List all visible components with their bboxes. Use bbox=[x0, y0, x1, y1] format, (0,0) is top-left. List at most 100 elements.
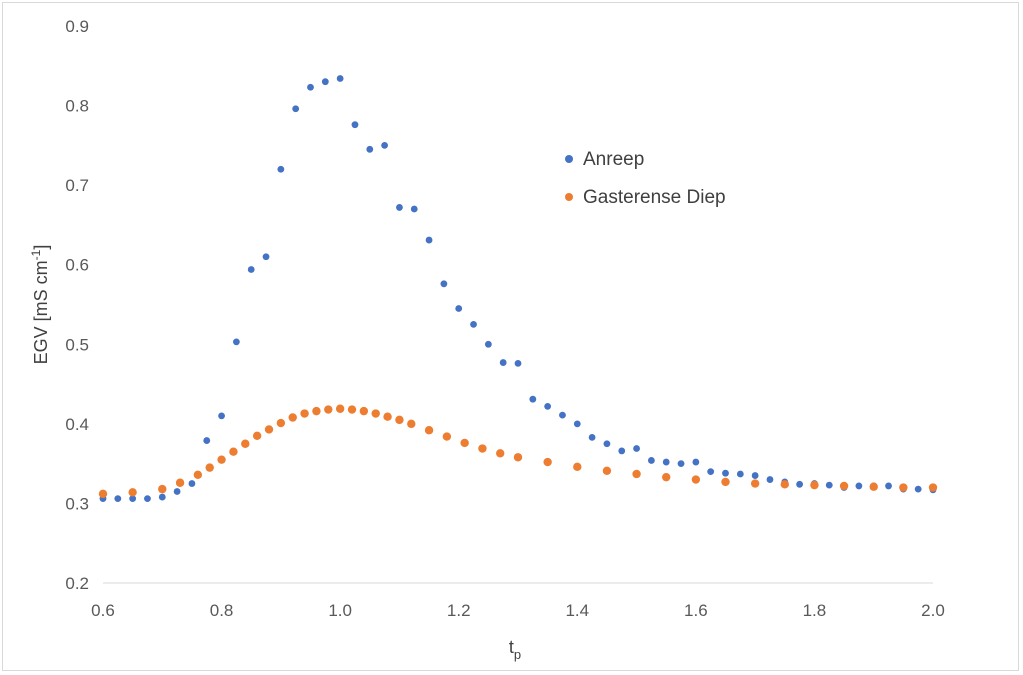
y-tick-label: 0.4 bbox=[65, 415, 89, 434]
data-point bbox=[839, 481, 849, 491]
data-point bbox=[810, 480, 819, 490]
data-point bbox=[241, 439, 250, 448]
data-point bbox=[573, 420, 581, 428]
legend-marker bbox=[565, 155, 573, 163]
data-point bbox=[359, 406, 369, 416]
data-point bbox=[218, 412, 225, 420]
data-point bbox=[766, 476, 774, 483]
data-point bbox=[869, 482, 878, 491]
x-tick-label: 1.4 bbox=[565, 601, 589, 620]
data-point bbox=[780, 480, 789, 489]
data-point bbox=[193, 470, 203, 479]
data-point bbox=[496, 449, 505, 458]
data-point bbox=[750, 479, 760, 488]
data-point bbox=[691, 475, 701, 484]
data-point bbox=[410, 205, 418, 213]
data-point bbox=[455, 305, 463, 312]
series-layer bbox=[98, 75, 938, 503]
data-point bbox=[692, 458, 700, 466]
data-point bbox=[677, 460, 685, 468]
y-axis-title: EGV [mS cm-1] bbox=[29, 245, 51, 365]
data-point bbox=[603, 440, 611, 448]
series-0 bbox=[99, 75, 937, 503]
data-point bbox=[188, 480, 196, 487]
data-point bbox=[336, 75, 344, 82]
data-point bbox=[618, 447, 626, 455]
data-point bbox=[114, 495, 122, 503]
data-point bbox=[442, 432, 452, 441]
data-point bbox=[307, 83, 314, 91]
data-point bbox=[276, 418, 286, 428]
data-point bbox=[885, 482, 892, 490]
data-point bbox=[351, 121, 359, 129]
axis-layer: 0.2 0.3 0.4 0.5 0.6 0.7 0.8 0.9 0.6 0.8 1.0 1.2 1.4 1… bbox=[65, 17, 944, 620]
data-point bbox=[484, 340, 492, 348]
series-1 bbox=[98, 404, 938, 499]
y-axis-title-tail: ] bbox=[31, 245, 51, 250]
data-point bbox=[175, 478, 185, 487]
data-point bbox=[478, 444, 487, 453]
data-point bbox=[928, 483, 938, 492]
data-point bbox=[424, 426, 434, 435]
data-point bbox=[396, 204, 403, 211]
data-point bbox=[217, 455, 226, 464]
data-point bbox=[722, 469, 729, 477]
data-point bbox=[335, 404, 345, 413]
data-point bbox=[573, 462, 582, 472]
y-tick-label: 0.9 bbox=[65, 17, 89, 36]
axis-titles: tp EGV [mS cm-1] bbox=[29, 245, 521, 662]
y-axis-title-main: EGV [mS cm bbox=[31, 260, 51, 364]
x-axis-title-sub: p bbox=[514, 647, 521, 662]
x-tick-label: 0.6 bbox=[91, 601, 115, 620]
data-point bbox=[264, 425, 274, 434]
data-point bbox=[513, 453, 523, 462]
data-point bbox=[529, 395, 537, 403]
data-point bbox=[662, 458, 670, 466]
data-point bbox=[383, 412, 392, 421]
data-point bbox=[559, 411, 566, 419]
data-point bbox=[366, 145, 374, 153]
data-point bbox=[440, 280, 448, 288]
data-point bbox=[796, 480, 804, 488]
chart-svg: 0.2 0.3 0.4 0.5 0.6 0.7 0.8 0.9 0.6 0.8 1.0 1.2 1.4 1… bbox=[29, 17, 945, 662]
y-tick-label: 0.2 bbox=[65, 574, 89, 593]
y-tick-label: 0.6 bbox=[65, 256, 89, 275]
data-point bbox=[371, 409, 380, 418]
data-point bbox=[544, 402, 552, 410]
y-tick-label: 0.7 bbox=[65, 176, 89, 195]
x-tick-label: 2.0 bbox=[921, 601, 945, 620]
data-point bbox=[381, 141, 389, 149]
data-point bbox=[173, 488, 181, 495]
data-point bbox=[277, 165, 285, 173]
x-tick-label: 1.6 bbox=[684, 601, 708, 620]
data-point bbox=[460, 438, 469, 448]
data-point bbox=[899, 483, 908, 492]
data-point bbox=[229, 447, 238, 456]
data-point bbox=[300, 409, 309, 418]
legend-marker bbox=[565, 193, 573, 201]
data-point bbox=[292, 105, 300, 113]
data-point bbox=[347, 405, 357, 414]
data-point bbox=[662, 472, 671, 482]
data-point bbox=[158, 484, 167, 494]
data-point bbox=[144, 495, 151, 503]
data-point bbox=[825, 481, 833, 489]
y-axis-title-sup: -1 bbox=[29, 249, 43, 260]
data-point bbox=[321, 78, 329, 86]
data-point bbox=[395, 415, 404, 425]
legend-label: Gasterense Diep bbox=[583, 187, 726, 208]
data-point bbox=[232, 338, 240, 346]
data-point bbox=[128, 488, 137, 497]
data-point bbox=[324, 405, 333, 414]
data-point bbox=[98, 489, 108, 499]
data-point bbox=[855, 482, 863, 490]
data-point bbox=[543, 457, 552, 467]
y-tick-label: 0.8 bbox=[65, 97, 89, 116]
legend-label: Anreep bbox=[583, 149, 644, 170]
data-point bbox=[158, 493, 166, 501]
data-point bbox=[262, 253, 270, 261]
data-point bbox=[247, 266, 255, 273]
data-point bbox=[751, 472, 759, 479]
data-point bbox=[470, 320, 477, 328]
